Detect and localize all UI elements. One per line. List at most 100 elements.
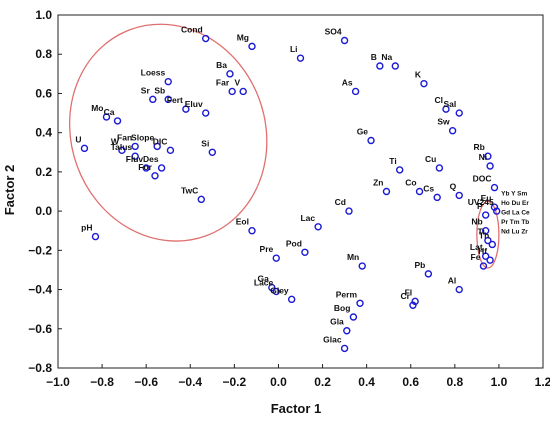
- cluster-label-line: Pr Tm Tb: [501, 219, 529, 226]
- x-tick-label: 0.8: [446, 375, 463, 389]
- data-point-u: U: [75, 134, 89, 153]
- y-tick-label: −0.2: [28, 243, 52, 257]
- data-point-lat: Lat: [470, 242, 490, 260]
- x-tick-label: −0.6: [134, 375, 158, 389]
- point-label: For: [138, 162, 152, 172]
- point-marker: [113, 117, 122, 125]
- point-label: Gley: [270, 285, 289, 295]
- point-marker: [80, 144, 89, 153]
- data-point-b: B: [371, 52, 384, 70]
- data-point-w: W: [111, 136, 126, 155]
- cluster-label-line: Ho Du Er: [501, 200, 529, 207]
- data-point-talus: Talus: [111, 142, 139, 160]
- data-point-si: Si: [201, 138, 217, 156]
- cluster-ellipse-2: [476, 200, 500, 269]
- point-marker: [481, 252, 490, 260]
- point-marker: [166, 146, 175, 155]
- data-point-ti: Ti: [477, 227, 492, 245]
- data-point-loess: Loess: [141, 68, 172, 86]
- data-point-pod: Pod: [286, 238, 309, 256]
- data-point-lace: Lace: [254, 278, 280, 296]
- point-label: Loess: [141, 68, 166, 78]
- point-label: Cl: [435, 95, 444, 105]
- point-marker: [486, 256, 494, 264]
- x-tick-label: 0.4: [358, 375, 375, 389]
- data-point-sb: Sb: [154, 85, 172, 104]
- point-marker: [382, 187, 391, 196]
- point-label: Fan: [117, 132, 132, 142]
- y-tick-label: −0.8: [28, 361, 52, 375]
- point-label: Cd: [335, 197, 346, 207]
- point-label: Fl: [405, 287, 413, 297]
- data-point-doc: DOC: [473, 174, 499, 192]
- point-label: UV245: [468, 197, 494, 207]
- point-marker: [488, 240, 496, 249]
- data-point-eluv: Eluv: [185, 99, 210, 117]
- data-point-fluv: Fluv: [126, 154, 150, 172]
- cluster-label-line: Gd La Ce: [501, 209, 530, 216]
- data-point-des: Des: [143, 154, 166, 172]
- data-point-ph: pH: [81, 223, 100, 241]
- data-point-ti: Ti: [389, 156, 404, 174]
- point-marker: [340, 36, 349, 45]
- point-marker: [153, 142, 161, 151]
- data-point-ba: Ba: [216, 60, 234, 78]
- point-marker: [102, 113, 111, 121]
- point-label: Al: [448, 276, 457, 286]
- point-label: Eol: [236, 217, 249, 227]
- data-point-cs: Cs: [423, 183, 441, 202]
- point-marker: [226, 70, 234, 78]
- point-label: Fert: [167, 95, 183, 105]
- point-label: K: [415, 70, 422, 80]
- point-marker: [287, 295, 296, 304]
- data-point-cd: Cd: [335, 197, 353, 215]
- data-point-gla: Gla: [330, 317, 351, 335]
- point-label: Eluv: [185, 99, 203, 109]
- data-point-fan: Fan: [117, 132, 139, 151]
- point-marker: [484, 236, 492, 245]
- point-label: Glac: [323, 334, 342, 344]
- point-marker: [349, 313, 358, 321]
- cluster-label-stack: Yb Y Sm Ho Du Er Gd La Ce Pr Tm Tb Nd Lu Zr: [501, 190, 530, 235]
- data-point-slope: Slope: [131, 132, 161, 151]
- point-label: Ni: [479, 152, 488, 162]
- point-marker: [340, 344, 349, 353]
- data-point-cu: Cu: [425, 154, 444, 172]
- point-label: Th: [479, 230, 489, 240]
- x-tick-label: −0.2: [223, 375, 247, 389]
- point-label: Lat: [470, 242, 483, 252]
- point-label: DOC: [473, 174, 492, 184]
- point-marker: [202, 109, 210, 117]
- point-marker: [356, 299, 364, 307]
- data-points: Cond Mg Li SO4 B Na Ba K Loess Sr Sb Far V As Fert Cl Sa…: [75, 25, 501, 353]
- data-point-for: For: [138, 162, 159, 180]
- point-marker: [91, 232, 100, 241]
- plot-area-frame: [57, 14, 544, 369]
- point-label: DIC: [153, 136, 168, 146]
- x-tick-label: −1.0: [46, 375, 70, 389]
- point-marker: [272, 287, 280, 296]
- point-label: Far: [216, 77, 230, 87]
- cluster-label-line: Nd Lu Zr: [501, 228, 528, 235]
- point-label: Pb: [414, 260, 425, 270]
- point-marker: [164, 95, 172, 104]
- data-point-far: Far: [216, 77, 236, 96]
- point-marker: [248, 227, 256, 235]
- point-label: Si: [201, 138, 209, 148]
- data-point-cond: Cond: [181, 25, 210, 43]
- y-tick-label: 0.4: [35, 126, 52, 140]
- point-label: Rb: [474, 142, 485, 152]
- data-point-sal: Sal: [443, 99, 463, 117]
- data-point-li: Li: [290, 44, 305, 62]
- data-point-q: Q: [450, 181, 463, 200]
- point-marker: [455, 191, 463, 200]
- y-tick-label: 0.2: [35, 165, 52, 179]
- point-marker: [490, 183, 499, 192]
- cluster-ellipses: [68, 23, 500, 269]
- point-label: Sal: [443, 99, 456, 109]
- point-label: Ca: [104, 107, 115, 117]
- point-label: Co: [405, 178, 416, 188]
- point-marker: [435, 164, 444, 172]
- point-label: Cr: [400, 291, 410, 301]
